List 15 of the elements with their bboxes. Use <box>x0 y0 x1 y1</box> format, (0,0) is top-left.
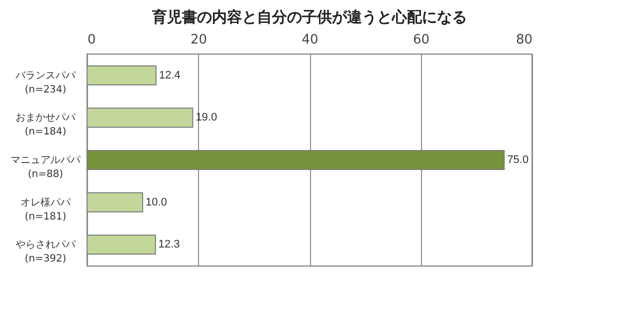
data-label: 10.0 <box>146 196 168 208</box>
x-tick-label: 60 <box>412 32 430 48</box>
x-tick-label: 40 <box>302 32 318 48</box>
y-tick-label: オレ様パパ (n=181) <box>20 196 72 222</box>
data-label: 12.3 <box>158 238 180 251</box>
x-tick-label: 80 <box>516 32 532 48</box>
x-tick-label: 20 <box>190 32 208 48</box>
y-tick-label: マニュアルパパ (n=88) <box>10 155 82 180</box>
y-tick-label: バランスパパ (n=234) <box>14 70 76 96</box>
y-tick-label: やらされパパ (n=392) <box>16 240 76 265</box>
chart-title: 育児書の内容と自分の子供が違うと心配になる <box>151 8 467 26</box>
data-label: 12.4 <box>158 69 180 82</box>
x-tick-label: 0 <box>88 32 96 48</box>
data-label: 75.0 <box>507 154 529 166</box>
y-tick-label: おまかせパパ (n=184) <box>16 112 76 138</box>
